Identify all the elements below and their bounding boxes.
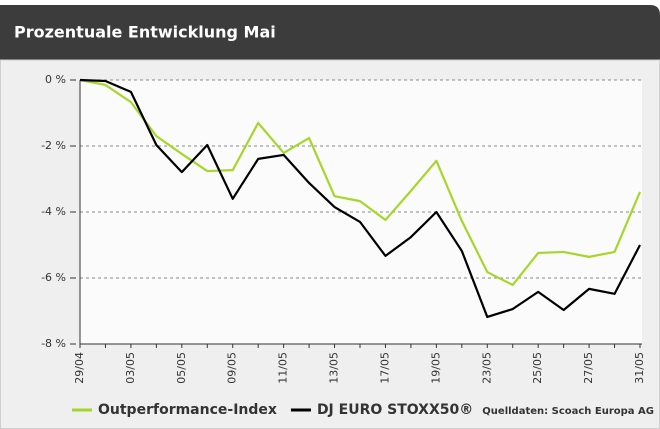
legend-label: Outperformance-Index [98,402,277,418]
x-tick-label: 29/04 [73,352,86,384]
x-tick-label: 11/05 [277,352,290,384]
x-tick-label: 05/05 [175,352,188,384]
x-tick-label: 09/05 [226,352,239,384]
x-tick-label: 25/05 [531,352,544,384]
line-series [79,78,641,319]
x-tick-label: 17/05 [378,352,391,384]
line-series [79,78,642,287]
x-tick-label: 03/05 [124,352,137,384]
x-tick-label: 19/05 [429,352,442,384]
y-tick-label: -8 % [41,337,66,350]
y-tick-label: -4 % [41,205,66,218]
x-tick-label: 13/05 [328,352,341,384]
legend-label: DJ EURO STOXX50® [317,402,473,418]
x-tick-label: 31/05 [633,352,646,384]
y-tick-label: -2 % [41,139,66,152]
x-tick-label: 23/05 [480,352,493,384]
x-tick-label: 27/05 [582,352,595,384]
header-bar [0,5,660,60]
chart-title: Prozentuale Entwicklung Mai [14,23,276,42]
y-tick-label: -6 % [41,271,66,284]
y-tick-label: 0 % [45,73,66,86]
source-note: Quelldaten: Scoach Europa AG [482,406,654,417]
